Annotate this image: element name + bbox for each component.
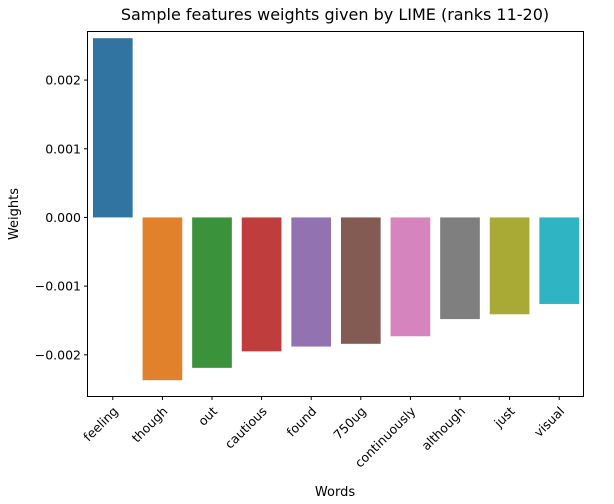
y-tick-label: 0.001	[45, 141, 81, 156]
x-tick-label: visual	[531, 404, 567, 440]
y-tick-label: −0.002	[35, 347, 81, 362]
x-tick-label: cautious	[222, 404, 270, 452]
y-tick-label: 0.002	[45, 73, 81, 88]
x-tick-label: out	[195, 403, 220, 428]
bar-out	[192, 217, 232, 368]
bar-continuously	[390, 217, 431, 337]
bar-found	[291, 217, 332, 347]
y-tick-label: 0.000	[45, 210, 81, 225]
x-axis: feeling though out cautious found 750ugcontin…	[80, 396, 567, 470]
bar-just	[489, 217, 530, 315]
y-axis-label: Weights	[7, 188, 22, 240]
x-tick-label: just	[490, 403, 518, 431]
x-tick-label: found	[283, 404, 319, 440]
bar-feeling	[92, 38, 133, 218]
bar-although	[440, 217, 480, 320]
bar-though	[142, 217, 183, 381]
x-tick-label: although	[418, 404, 468, 454]
x-tick-label: feeling	[80, 404, 121, 445]
x-tick-label: 750ug	[330, 404, 369, 443]
x-axis-label: Words	[315, 485, 355, 500]
y-axis: −0.002 −0.001 0.000 0.001 0.002	[35, 73, 88, 362]
bars-group	[92, 38, 580, 381]
bar-cautious	[241, 217, 282, 352]
bar-750ug	[340, 217, 381, 344]
chart-title: Sample features weights given by LIME (r…	[121, 5, 549, 24]
y-tick-label: −0.001	[35, 279, 81, 294]
x-tick-label: though	[129, 404, 171, 446]
bar-visual	[539, 217, 580, 304]
plot-frame	[87, 31, 584, 397]
